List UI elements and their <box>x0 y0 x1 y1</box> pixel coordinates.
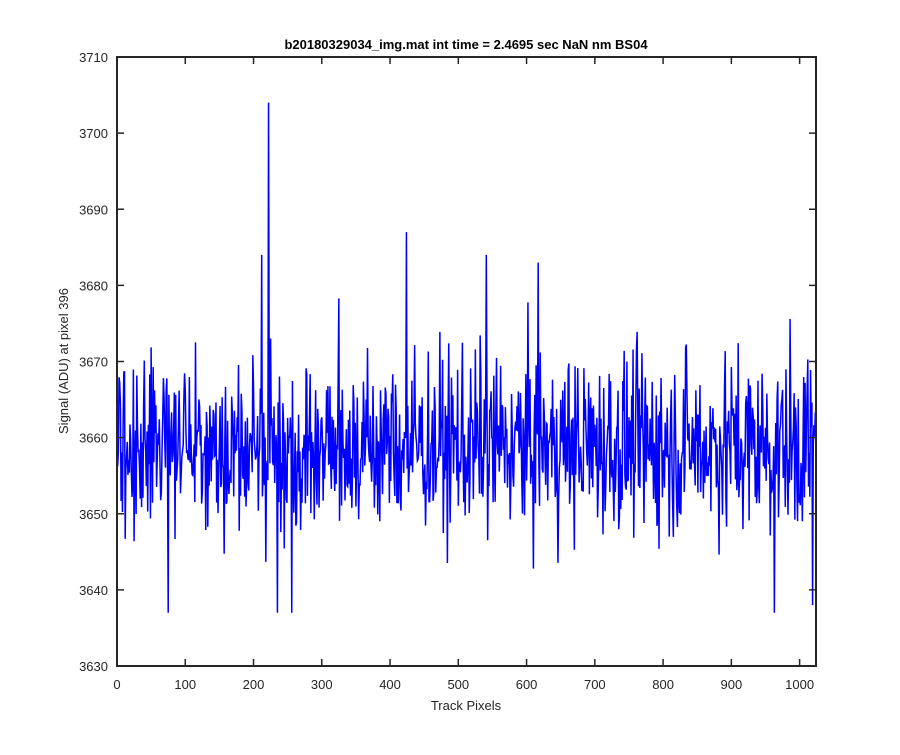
y-tick-label: 3640 <box>79 583 108 598</box>
x-tick-label: 300 <box>311 677 333 692</box>
y-tick-label: 3660 <box>79 431 108 446</box>
y-tick-label: 3680 <box>79 278 108 293</box>
y-tick-label: 3690 <box>79 202 108 217</box>
signal-series-line <box>116 102 817 613</box>
x-axis: 0 100 200 300 400 500 600 700 800 900 1000 <box>113 57 814 692</box>
x-tick-label: 900 <box>721 677 743 692</box>
x-tick-label: 500 <box>447 677 469 692</box>
y-tick-label: 3700 <box>79 126 108 141</box>
y-tick-label: 3710 <box>79 50 108 65</box>
series-layer <box>116 102 817 613</box>
y-tick-label: 3630 <box>79 659 108 674</box>
x-tick-label: 0 <box>113 677 120 692</box>
x-tick-label: 800 <box>652 677 674 692</box>
y-tick-label: 3670 <box>79 355 108 370</box>
x-tick-label: 200 <box>243 677 265 692</box>
y-tick-label: 3650 <box>79 507 108 522</box>
plot-area <box>116 56 817 667</box>
chart-title: b20180329034_img.mat int time = 2.4695 s… <box>284 37 648 52</box>
x-tick-label: 600 <box>516 677 538 692</box>
y-axis-label: Signal (ADU) at pixel 396 <box>56 288 71 434</box>
x-axis-label: Track Pixels <box>431 698 502 713</box>
x-tick-label: 1000 <box>785 677 814 692</box>
x-tick-label: 700 <box>584 677 606 692</box>
x-tick-label: 400 <box>379 677 401 692</box>
y-axis: 3630 3640 3650 3660 3670 3680 3690 3700 3710 <box>79 50 816 674</box>
x-tick-label: 100 <box>174 677 196 692</box>
